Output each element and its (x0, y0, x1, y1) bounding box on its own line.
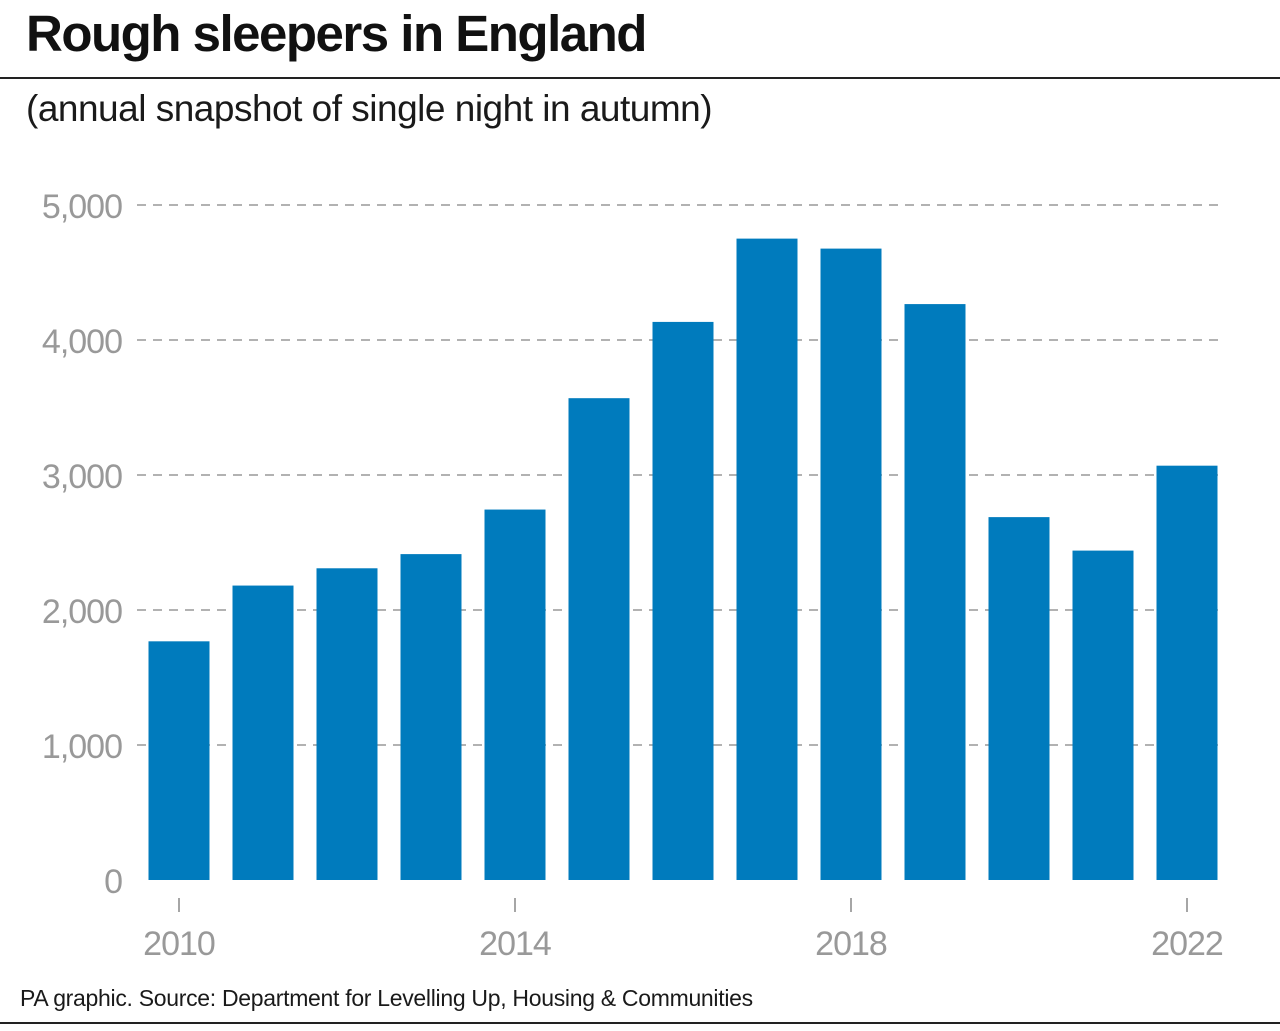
bar-2011 (232, 585, 294, 880)
bar-2014 (484, 509, 546, 880)
chart-title: Rough sleepers in England (26, 5, 647, 62)
bar-2019 (904, 304, 966, 881)
footer-divider (0, 1022, 1280, 1024)
x-tick-label: 2014 (479, 925, 551, 963)
bar-2013 (400, 554, 462, 880)
x-tick-label: 2018 (815, 925, 887, 963)
bar-2010 (148, 641, 210, 880)
y-axis-ticks: 0 1,000 2,000 3,000 4,000 5,000 (42, 188, 123, 901)
x-axis-ticks: 2010 2014 2018 2022 (143, 898, 1224, 963)
bar-2018 (820, 248, 882, 881)
x-tick-label: 2010 (143, 925, 215, 963)
source-note: PA graphic. Source: Department for Level… (20, 985, 753, 1011)
bar-2017 (736, 238, 798, 881)
bar-2016 (652, 321, 714, 880)
title-divider (0, 77, 1280, 79)
y-tick-label: 1,000 (42, 728, 122, 766)
y-tick-label: 4,000 (42, 323, 122, 361)
bar-2022 (1156, 465, 1218, 880)
y-tick-label: 5,000 (42, 188, 122, 226)
y-tick-label: 3,000 (42, 458, 122, 496)
chart-subtitle: (annual snapshot of single night in autu… (26, 88, 713, 129)
bar-2012 (316, 568, 378, 880)
bars (148, 238, 1218, 881)
bar-2020 (988, 517, 1050, 880)
bar-2015 (568, 398, 630, 880)
y-tick-label: 0 (104, 863, 122, 901)
x-tick-label: 2022 (1151, 925, 1223, 963)
bar-2021 (1072, 550, 1134, 880)
y-tick-label: 2,000 (42, 593, 122, 631)
